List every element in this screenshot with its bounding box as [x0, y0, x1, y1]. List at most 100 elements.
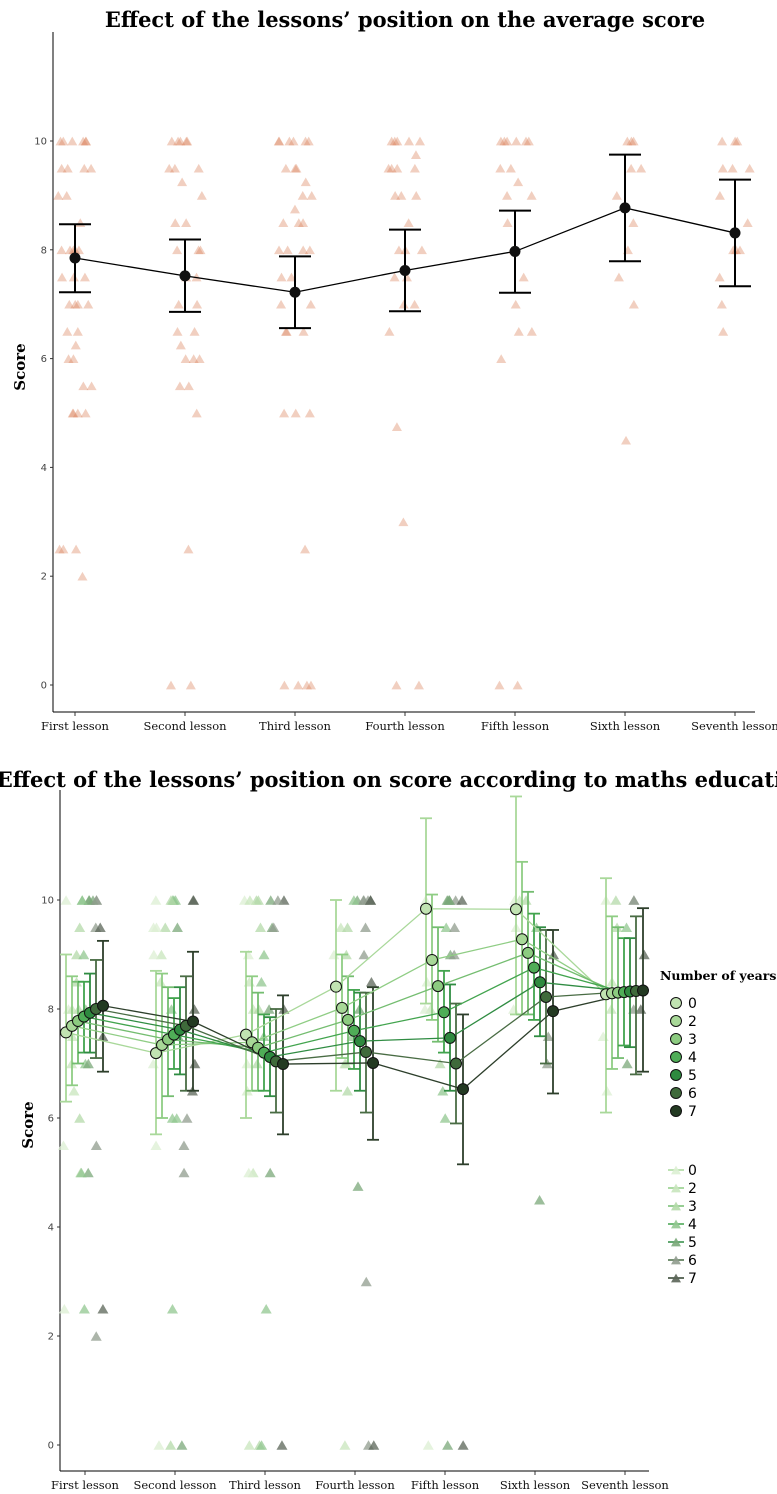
- chart2-group-mean-point: [187, 1015, 199, 1028]
- chart2-raw-point: [90, 1331, 102, 1341]
- chart1-raw-point: [193, 245, 204, 255]
- chart1-raw-point: [732, 136, 743, 146]
- legend-triangle-keys: 0 2 3 4 5 6 7: [668, 1163, 697, 1287]
- legend-triangle-key: [671, 1255, 681, 1265]
- chart1-raw-point: [411, 191, 422, 200]
- chart1-raw-point: [398, 517, 409, 527]
- chart2-raw-point: [68, 1085, 80, 1096]
- chart1-raw-point: [86, 163, 97, 173]
- chart1-raw-point: [279, 680, 290, 690]
- chart2-group-mean-point: [637, 984, 649, 997]
- chart1-raw-point: [173, 136, 184, 146]
- legend-circle-key: [670, 997, 682, 1009]
- chart2-raw-point: [442, 895, 454, 905]
- chart2-raw-point: [457, 1440, 469, 1450]
- chart1-raw-point: [496, 354, 507, 363]
- chart2-raw-point: [272, 895, 284, 905]
- chart1-raw-point: [169, 163, 180, 173]
- chart1-raw-point: [278, 218, 289, 227]
- chart1-raw-point: [297, 191, 308, 200]
- chart1-raw-point: [628, 136, 639, 146]
- chart2-raw-point: [360, 1276, 372, 1287]
- chart1-raw-point: [173, 299, 184, 309]
- chart1-raw-point: [78, 381, 89, 391]
- chart1-y-tick-label: 10: [34, 137, 47, 148]
- chart1-raw-point: [77, 571, 88, 581]
- legend-circle-key: [670, 1087, 682, 1099]
- chart1-raw-point: [183, 381, 194, 391]
- chart1-raw-point: [68, 354, 79, 363]
- chart2-raw-point: [360, 922, 372, 933]
- legend-circle-label: 7: [688, 1104, 697, 1120]
- chart1-raw-point: [183, 544, 194, 554]
- chart1-raw-point: [526, 191, 537, 200]
- chart2-raw-point: [264, 1167, 276, 1178]
- chart1-mean-point: [289, 286, 301, 298]
- chart1-raw-point: [274, 136, 285, 146]
- chart1-raw-point: [300, 177, 311, 187]
- chart2-group-mean-point: [336, 1001, 348, 1014]
- chart1-raw-point: [622, 136, 633, 146]
- chart2-x-tick-label: Third lesson: [229, 1478, 301, 1492]
- chart1-mean-point: [399, 264, 411, 276]
- legend-circle-label: 6: [688, 1086, 697, 1102]
- chart2-raw-point: [421, 976, 433, 987]
- chart1-raw-point: [175, 340, 186, 350]
- chart1-raw-point: [276, 272, 287, 282]
- chart1-raw-point: [742, 218, 753, 227]
- chart1-raw-point: [191, 408, 202, 418]
- chart2-raw-point: [440, 922, 452, 933]
- chart1-y-axis-title: Score: [11, 343, 29, 390]
- chart1-raw-point: [716, 299, 727, 309]
- chart2-group-mean-point: [360, 1046, 372, 1059]
- chart1-raw-point: [396, 191, 407, 200]
- chart1-raw-point: [177, 177, 188, 187]
- chart1-x-tick-label: Second lesson: [143, 719, 227, 733]
- chart2-raw-point: [434, 1058, 446, 1069]
- legend-circle-key: [670, 1033, 682, 1045]
- chart2-y-tick-label: 2: [48, 1332, 54, 1343]
- chart1-raw-point: [290, 163, 301, 173]
- chart1-raw-point: [305, 680, 316, 690]
- chart1-raw-point: [636, 163, 647, 173]
- chart1-raw-point: [495, 136, 506, 146]
- chart2-raw-point: [341, 1085, 353, 1096]
- chart1-x-tick-label: Fifth lesson: [481, 719, 550, 733]
- chart1-raw-point: [409, 163, 420, 173]
- chart1-raw-point: [611, 191, 622, 200]
- chart1-raw-point: [523, 136, 534, 146]
- chart2-raw-point: [188, 1004, 200, 1014]
- chart2-raw-point: [255, 976, 267, 987]
- chart2-group-mean-point: [528, 961, 540, 974]
- chart1-raw-point: [398, 299, 409, 309]
- legend-triangle-label: 3: [688, 1199, 697, 1215]
- chart2-raw-point: [621, 1058, 633, 1069]
- chart1-raw-point: [505, 163, 516, 173]
- legend-circle-key: [670, 1015, 682, 1027]
- chart1-raw-point: [196, 191, 207, 200]
- chart2-raw-point: [243, 1440, 255, 1450]
- chart2-raw-point: [243, 1167, 255, 1178]
- chart2-group-means: [60, 902, 649, 1096]
- chart2-group-mean-point: [330, 980, 342, 993]
- chart2-raw-point: [439, 1113, 451, 1123]
- chart1-raw-point: [513, 327, 524, 336]
- chart2-raw-point: [449, 922, 461, 933]
- chart1-raw-point: [518, 272, 529, 282]
- chart1-raw-point: [389, 136, 400, 146]
- chart1-raw-point: [174, 381, 185, 391]
- legend-circle-label: 5: [688, 1068, 697, 1084]
- chart2-raw-point: [82, 1058, 94, 1069]
- chart2-raw-points: [57, 895, 650, 1450]
- chart1-raw-point: [79, 163, 90, 173]
- legend-circle-keys: 0 2 3 4 5 6 7: [670, 996, 697, 1120]
- chart1-raw-point: [68, 408, 79, 418]
- chart2-raw-point: [94, 922, 106, 933]
- chart1-raw-point: [626, 163, 637, 173]
- chart1-raw-point: [166, 136, 177, 146]
- legend-circle-label: 3: [688, 1032, 697, 1048]
- chart1-raw-point: [279, 408, 290, 418]
- chart1-raw-point: [298, 218, 309, 227]
- chart2-raw-point: [508, 1004, 520, 1014]
- chart1-raw-point: [416, 245, 427, 255]
